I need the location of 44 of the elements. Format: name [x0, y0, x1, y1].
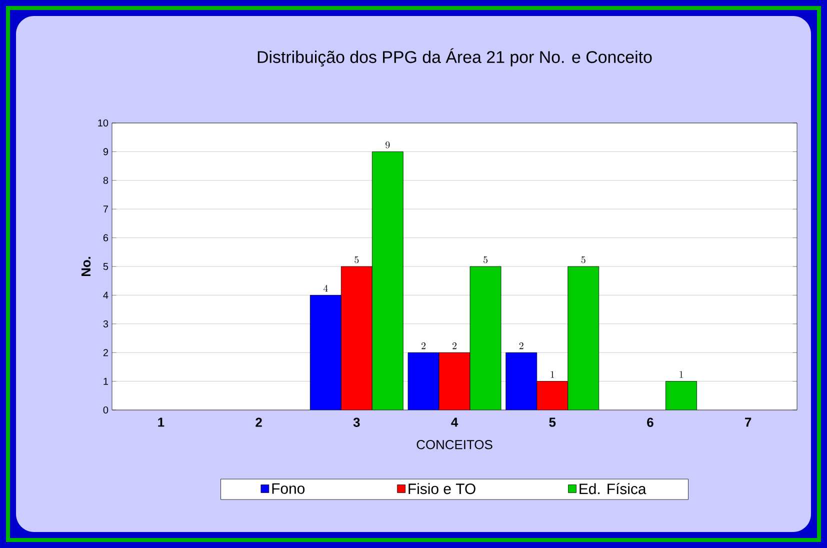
x-tick-label: 4 — [451, 418, 458, 427]
y-axis-title: No. — [82, 256, 91, 276]
data-label: 1 — [680, 371, 683, 378]
y-tick-label: 5 — [103, 263, 108, 270]
chart-title: Distribuição dos PPG da Área 21 por No. e Conceito — [258, 48, 652, 66]
x-tick-label: 2 — [256, 418, 262, 427]
bar — [310, 294, 342, 410]
legend-label: Ed. Física — [580, 483, 646, 494]
y-tick-label: 2 — [103, 349, 108, 356]
bar — [666, 381, 697, 410]
data-label: 5 — [581, 256, 586, 264]
bar — [506, 352, 538, 410]
bar — [372, 151, 404, 410]
bar — [536, 381, 568, 410]
bar — [438, 352, 470, 410]
data-label: 4 — [323, 284, 328, 292]
x-tick-label: 5 — [549, 418, 556, 427]
y-tick-label: 6 — [103, 234, 108, 242]
legend-label: Fono — [272, 483, 305, 494]
legend-label: Fisio e TO — [408, 483, 476, 494]
bar — [408, 352, 440, 410]
x-axis-title: CONCEITOS — [416, 440, 492, 450]
data-label: 5 — [354, 256, 359, 264]
x-tick-label: 1 — [158, 418, 164, 427]
y-tick-label: 7 — [103, 206, 108, 213]
y-tick-label: 0 — [103, 406, 108, 414]
y-tick-label: 1 — [104, 378, 108, 385]
y-tick-label: 9 — [103, 148, 108, 156]
y-tick-label: 3 — [103, 320, 108, 328]
bar — [470, 266, 502, 410]
y-tick-label: 8 — [103, 176, 108, 184]
data-label: 2 — [452, 342, 456, 350]
data-label: 2 — [422, 342, 426, 350]
y-tick-label: 10 — [98, 119, 108, 127]
y-tick-label: 4 — [103, 292, 108, 299]
x-tick-label: 7 — [745, 418, 752, 427]
data-label: 1 — [550, 371, 554, 378]
bar — [568, 266, 600, 410]
x-tick-label: 6 — [647, 418, 654, 427]
bar — [340, 266, 372, 410]
data-label: 9 — [386, 142, 390, 148]
data-label: 5 — [484, 256, 488, 264]
data-label: 2 — [519, 342, 524, 350]
x-tick-label: 3 — [353, 418, 360, 427]
